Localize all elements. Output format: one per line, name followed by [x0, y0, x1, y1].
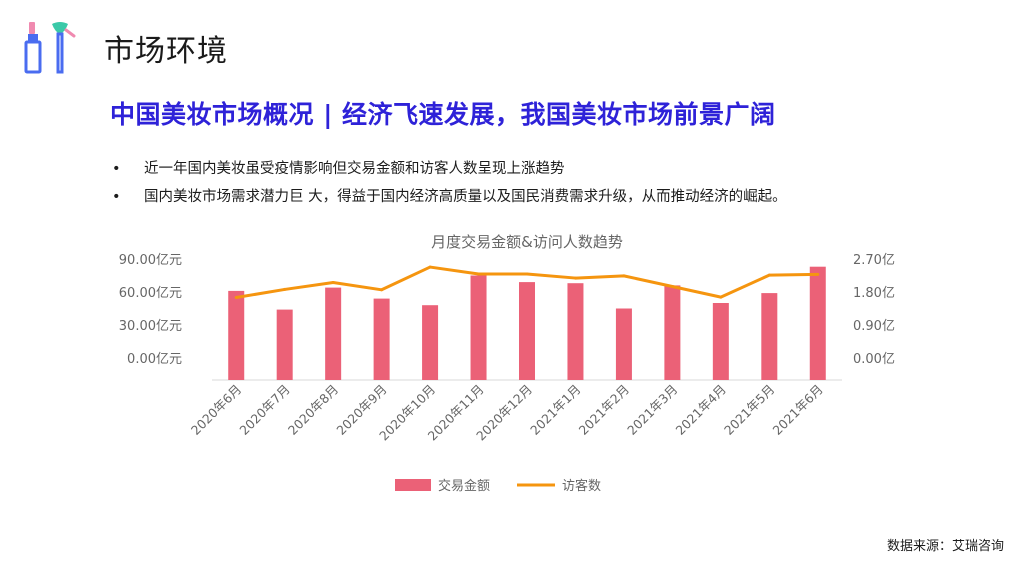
x-tick-label: 2021年2月	[576, 382, 632, 438]
bar-5	[422, 305, 439, 380]
line-point-5	[428, 265, 432, 269]
combo-chart: 月度交易金额&访问人数趋势 0.00亿元 30.00亿元 60.00亿元 90.00亿元…	[119, 233, 895, 494]
data-source: 数据来源：艾瑞咨询	[886, 539, 1004, 554]
bullet-text: 近一年国内美妆虽受疫情影响但交易金额和访客人数呈现上涨趋势	[144, 161, 565, 177]
line-point-9	[622, 274, 626, 278]
bar-2	[276, 309, 293, 380]
bar-10	[664, 285, 681, 380]
x-tick-label: 2021年6月	[769, 382, 825, 438]
x-tick-label: 2021年1月	[527, 382, 583, 438]
bullet-text: 国内美妆市场需求潜力巨 大，得益于国内经济高质量以及国民消费需求升级，从而推动经…	[144, 189, 787, 205]
bar-8	[567, 283, 584, 380]
x-tick-label: 2020年6月	[188, 382, 244, 438]
bar-1	[228, 290, 245, 380]
line-point-11	[719, 295, 723, 299]
y-left-tick-label: 90.00亿元	[119, 253, 182, 268]
bar-11	[712, 303, 729, 380]
y-left-tick-label: 60.00亿元	[119, 286, 182, 301]
bullet-dot: •	[112, 161, 121, 177]
bar-13	[809, 266, 826, 380]
line-point-12	[767, 273, 771, 277]
line-point-2	[283, 287, 287, 291]
line-point-6	[477, 272, 481, 276]
line-point-7	[525, 272, 529, 276]
line-point-8	[573, 276, 577, 280]
x-tick-label: 2021年4月	[673, 382, 729, 438]
line-point-3	[331, 280, 335, 284]
y-left-tick-label: 30.00亿元	[119, 319, 182, 334]
bar-12	[761, 293, 778, 380]
y-right-tick-label: 0.90亿	[853, 319, 895, 334]
bar-7	[519, 282, 535, 380]
legend-swatch-bar	[395, 479, 431, 491]
bullet-dot: •	[112, 189, 121, 205]
headline: 中国美妆市场概况 | 经济飞速发展，我国美妆市场前景广阔	[110, 100, 776, 129]
lipstick-and-brush-icon	[24, 22, 76, 74]
line-point-10	[670, 285, 674, 288]
line-point-1	[234, 296, 238, 299]
x-tick-label: 2020年7月	[236, 382, 292, 438]
bar-9	[615, 308, 632, 380]
x-tick-label: 2021年5月	[721, 382, 777, 438]
y-right-tick-label: 1.80亿	[853, 286, 895, 301]
chart-title: 月度交易金额&访问人数趋势	[431, 233, 623, 251]
bullet-item: • 近一年国内美妆虽受疫情影响但交易金额和访客人数呈现上涨趋势	[112, 155, 787, 183]
bar-4	[373, 298, 390, 380]
y-right-tick-label: 0.00亿	[853, 352, 895, 367]
x-tick-label: 2020年8月	[285, 382, 341, 438]
y-left-tick-label: 0.00亿元	[127, 352, 182, 367]
bullet-item: • 国内美妆市场需求潜力巨 大，得益于国内经济高质量以及国民消费需求升级，从而推…	[112, 183, 787, 211]
x-tick-label: 2021年3月	[624, 382, 680, 438]
line-point-13	[816, 272, 820, 276]
bullet-list: • 近一年国内美妆虽受疫情影响但交易金额和访客人数呈现上涨趋势 • 国内美妆市场…	[112, 155, 787, 211]
page-title: 市场环境	[104, 34, 228, 69]
legend-label-bar: 交易金额	[438, 478, 490, 494]
legend-label-line: 访客数	[562, 478, 601, 494]
bar-6	[470, 275, 487, 380]
bar-3	[325, 287, 342, 380]
line-point-4	[380, 288, 384, 292]
y-right-tick-label: 2.70亿	[853, 253, 895, 268]
